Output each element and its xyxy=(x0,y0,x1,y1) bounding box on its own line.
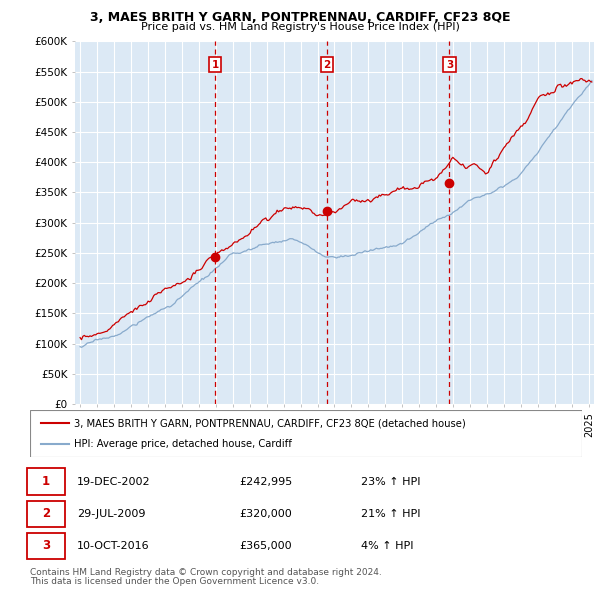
Text: 19-DEC-2002: 19-DEC-2002 xyxy=(77,477,151,487)
Text: 3, MAES BRITH Y GARN, PONTPRENNAU, CARDIFF, CF23 8QE: 3, MAES BRITH Y GARN, PONTPRENNAU, CARDI… xyxy=(90,11,510,24)
Text: £320,000: £320,000 xyxy=(240,509,293,519)
Text: 2: 2 xyxy=(323,60,331,70)
Text: 3, MAES BRITH Y GARN, PONTPRENNAU, CARDIFF, CF23 8QE (detached house): 3, MAES BRITH Y GARN, PONTPRENNAU, CARDI… xyxy=(74,418,466,428)
Text: This data is licensed under the Open Government Licence v3.0.: This data is licensed under the Open Gov… xyxy=(30,577,319,586)
Text: £365,000: £365,000 xyxy=(240,541,292,551)
Text: 10-OCT-2016: 10-OCT-2016 xyxy=(77,541,149,551)
Text: 4% ↑ HPI: 4% ↑ HPI xyxy=(361,541,414,551)
FancyBboxPatch shape xyxy=(27,533,65,559)
Text: £242,995: £242,995 xyxy=(240,477,293,487)
FancyBboxPatch shape xyxy=(27,500,65,527)
Text: 2: 2 xyxy=(42,507,50,520)
Text: 3: 3 xyxy=(446,60,453,70)
Text: 1: 1 xyxy=(211,60,219,70)
Text: Contains HM Land Registry data © Crown copyright and database right 2024.: Contains HM Land Registry data © Crown c… xyxy=(30,568,382,576)
Text: HPI: Average price, detached house, Cardiff: HPI: Average price, detached house, Card… xyxy=(74,439,292,449)
Text: 3: 3 xyxy=(42,539,50,552)
FancyBboxPatch shape xyxy=(27,468,65,495)
Text: 23% ↑ HPI: 23% ↑ HPI xyxy=(361,477,421,487)
Text: 21% ↑ HPI: 21% ↑ HPI xyxy=(361,509,421,519)
Text: 29-JUL-2009: 29-JUL-2009 xyxy=(77,509,145,519)
Text: 1: 1 xyxy=(42,475,50,488)
Text: Price paid vs. HM Land Registry's House Price Index (HPI): Price paid vs. HM Land Registry's House … xyxy=(140,22,460,32)
